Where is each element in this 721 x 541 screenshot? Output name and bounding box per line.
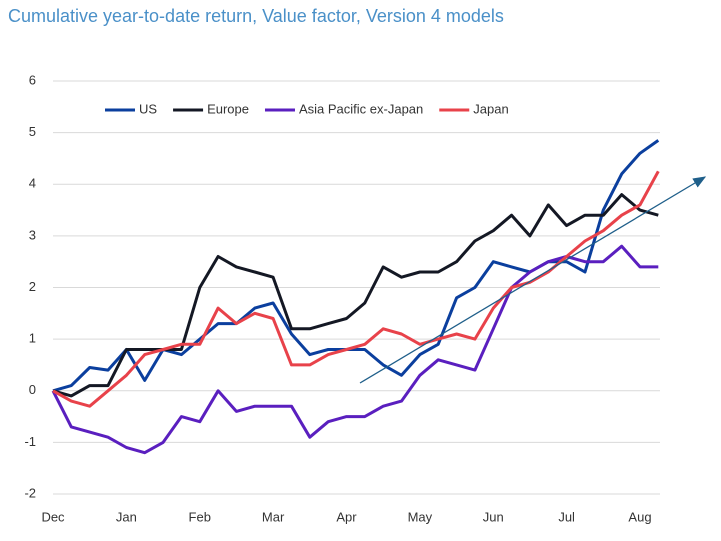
- x-tick-label: Jul: [558, 509, 575, 524]
- y-tick-label: 5: [29, 124, 36, 139]
- x-tick-label: Apr: [336, 509, 357, 524]
- x-tick-label: Dec: [41, 509, 65, 524]
- legend-label: Asia Pacific ex-Japan: [299, 101, 423, 116]
- x-tick-label: Jun: [483, 509, 504, 524]
- y-tick-label: 4: [29, 176, 36, 191]
- legend-label: Europe: [207, 101, 249, 116]
- y-tick-label: 3: [29, 227, 36, 242]
- series-line: [52, 170, 660, 408]
- legend: US Europe Asia Pacific ex-Japan Japan: [105, 101, 509, 116]
- chart-title: Cumulative year-to-date return, Value fa…: [8, 6, 504, 26]
- y-tick-label: 1: [29, 331, 36, 346]
- x-tick-label: Aug: [628, 509, 651, 524]
- series-line: [52, 139, 660, 393]
- y-tick-label: -1: [24, 434, 36, 449]
- x-tick-label: Mar: [262, 509, 285, 524]
- x-tick-label: Feb: [189, 509, 211, 524]
- y-tick-label: 2: [29, 279, 36, 294]
- x-tick-label: May: [408, 509, 433, 524]
- series-line: [51, 244, 659, 455]
- grid: -2 -1 0 1 2 3 4 5 6 Dec Jan Feb Mar Apr May Jun Jul Aug: [24, 72, 660, 524]
- legend-label: US: [139, 101, 157, 116]
- series-line: [52, 193, 659, 398]
- y-tick-label: 0: [29, 382, 36, 397]
- y-tick-label: -2: [24, 485, 36, 500]
- trend-arrow: [359, 176, 707, 384]
- x-tick-label: Jan: [116, 509, 137, 524]
- lines: [51, 139, 660, 455]
- legend-label: Japan: [473, 101, 508, 116]
- y-tick-label: 6: [29, 72, 36, 87]
